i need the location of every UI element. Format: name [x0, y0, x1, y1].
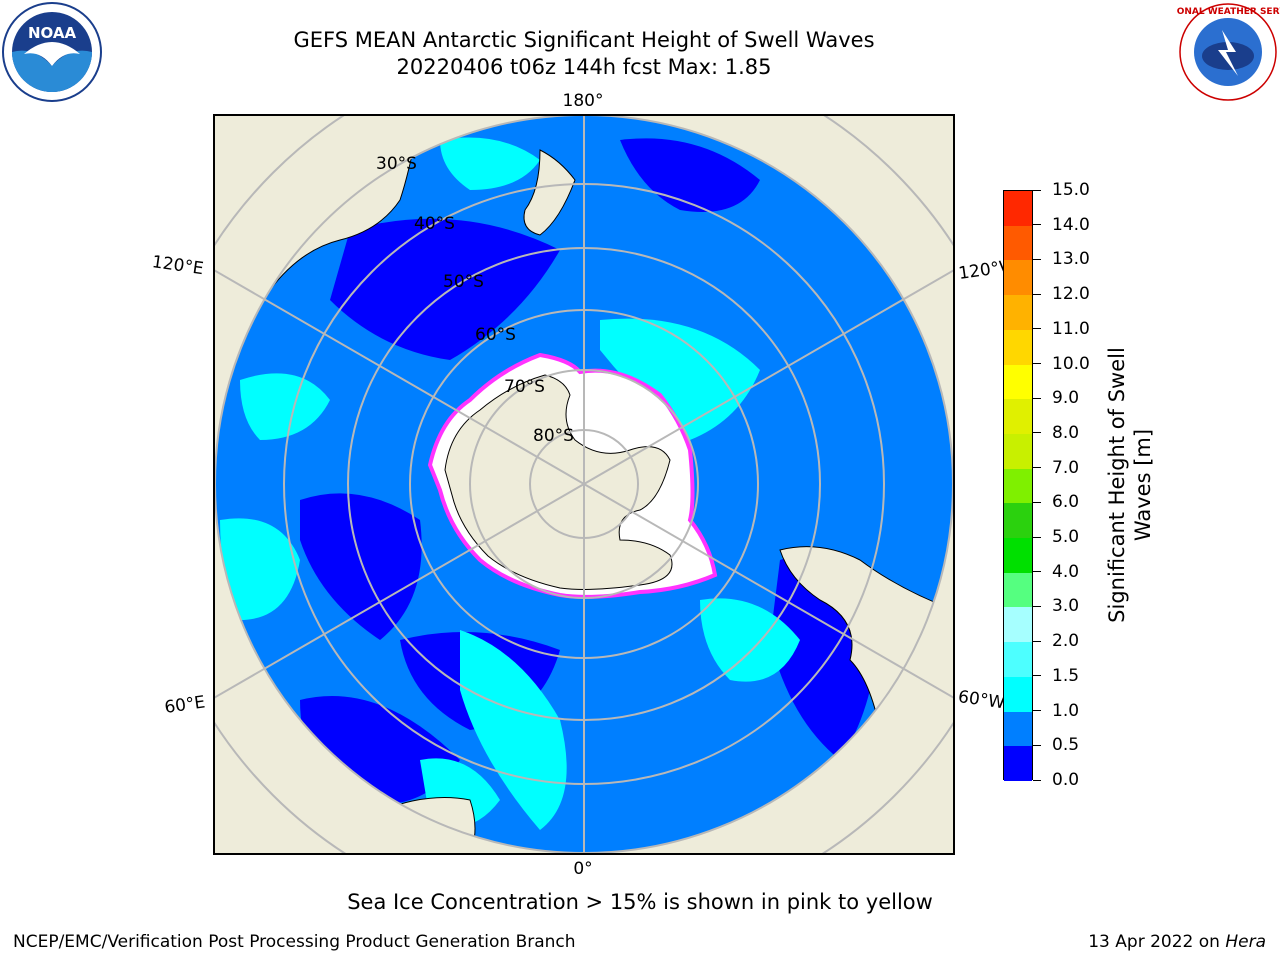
- colorbar-segment: [1004, 538, 1032, 573]
- footer-date: 13 Apr 2022 on Hera: [1088, 932, 1266, 952]
- lat-label: 40°S: [414, 214, 455, 234]
- lon-label-60w: 60°W: [957, 687, 1006, 713]
- colorbar-tick-label: 8.0: [1052, 422, 1080, 443]
- colorbar-tick: [1033, 675, 1041, 677]
- colorbar-segment: [1004, 225, 1032, 261]
- colorbar-tick-label: 11.0: [1052, 318, 1090, 339]
- colorbar-tick-label: 0.5: [1052, 735, 1080, 756]
- colorbar-segment: [1004, 399, 1032, 434]
- colorbar-tick-label: 14.0: [1052, 214, 1090, 235]
- colorbar-segment: [1004, 503, 1032, 539]
- colorbar-tick-label: 10.0: [1052, 353, 1090, 374]
- noaa-logo: NOAA: [2, 2, 102, 102]
- colorbar-segment: [1004, 433, 1032, 469]
- lat-label: 30°S: [376, 154, 417, 174]
- colorbar-tick: [1033, 779, 1041, 781]
- noaa-logo-text: NOAA: [28, 24, 77, 42]
- map-subtitle: 20220406 t06z 144h fcst Max: 1.85: [396, 55, 772, 79]
- lat-label: 50°S: [443, 272, 484, 292]
- colorbar-tick-label: 7.0: [1052, 457, 1080, 478]
- footer-host: Hera: [1225, 932, 1266, 952]
- swell-low-region: [620, 138, 760, 212]
- colorbar-tick: [1033, 363, 1041, 365]
- colorbar-segment: [1004, 642, 1032, 677]
- colorbar-tick-label: 6.0: [1052, 492, 1080, 513]
- colorbar-title-line1: Significant Height of Swell: [1105, 347, 1129, 623]
- lon-label-60e: 60°E: [163, 692, 206, 717]
- colorbar-tick-label: 4.0: [1052, 561, 1080, 582]
- nws-logo: NATIONAL WEATHER SERVICE: [1176, 3, 1280, 101]
- colorbar-segment: [1004, 260, 1032, 296]
- map-title: GEFS MEAN Antarctic Significant Height o…: [293, 28, 875, 52]
- footer-date-text: 13 Apr 2022 on: [1088, 932, 1220, 952]
- colorbar-segment: [1004, 572, 1032, 608]
- colorbar-segment: [1004, 329, 1032, 365]
- colorbar-title-line2: Waves [m]: [1131, 428, 1155, 542]
- colorbar-segment: [1004, 295, 1032, 330]
- new-zealand-land: [523, 149, 576, 236]
- colorbar-tick: [1033, 328, 1041, 330]
- map-frame: [213, 114, 955, 855]
- colorbar-segment: [1004, 191, 1032, 226]
- colorbar-segment: [1004, 364, 1032, 400]
- colorbar-tick-label: 13.0: [1052, 249, 1090, 270]
- colorbar-segment: [1004, 468, 1032, 504]
- lon-label-0: 0°: [573, 859, 592, 879]
- antarctica-land: [444, 374, 673, 590]
- colorbar-tick: [1033, 536, 1041, 538]
- colorbar-tick: [1033, 224, 1041, 226]
- colorbar-tick: [1033, 571, 1041, 573]
- colorbar-tick: [1033, 397, 1041, 399]
- colorbar-tick-label: 2.0: [1052, 631, 1080, 652]
- colorbar-tick: [1033, 501, 1041, 503]
- lon-label-180: 180°: [563, 91, 604, 111]
- swell-high-region: [700, 598, 800, 682]
- colorbar-segment: [1004, 676, 1032, 712]
- colorbar-segment: [1004, 711, 1032, 747]
- lat-label: 70°S: [504, 377, 545, 397]
- colorbar-segment: [1004, 746, 1032, 781]
- colorbar-tick: [1033, 710, 1041, 712]
- meridian-line: [214, 268, 954, 700]
- lon-label-120e: 120°E: [151, 252, 205, 279]
- swell-low-region: [300, 493, 422, 640]
- colorbar-title: Significant Height of Swell Waves [m]: [1104, 325, 1156, 645]
- colorbar-tick: [1033, 293, 1041, 295]
- colorbar-tick-label: 3.0: [1052, 596, 1080, 617]
- colorbar-tick-label: 0.0: [1052, 770, 1080, 790]
- colorbar-segment: [1004, 607, 1032, 643]
- colorbar-tick: [1033, 432, 1041, 434]
- colorbar: [1003, 190, 1033, 781]
- swell-high-region: [220, 518, 300, 620]
- colorbar-tick: [1033, 640, 1041, 642]
- lat-label: 60°S: [475, 325, 516, 345]
- swell-high-region: [240, 373, 330, 440]
- colorbar-tick-label: 1.0: [1052, 700, 1080, 721]
- swell-low-region: [330, 218, 560, 360]
- colorbar-tick-label: 9.0: [1052, 388, 1080, 409]
- colorbar-tick-label: 15.0: [1052, 180, 1090, 200]
- colorbar-tick-label: 5.0: [1052, 527, 1080, 548]
- swell-high-region: [440, 137, 540, 190]
- lat-label: 80°S: [533, 426, 574, 446]
- colorbar-tick: [1033, 467, 1041, 469]
- colorbar-tick: [1033, 258, 1041, 260]
- nws-logo-text: NATIONAL WEATHER SERVICE: [1176, 7, 1280, 17]
- colorbar-tick-label: 12.0: [1052, 284, 1090, 305]
- colorbar-tick: [1033, 605, 1041, 607]
- sea-ice-caption: Sea Ice Concentration > 15% is shown in …: [347, 890, 933, 914]
- swell-high-region: [600, 318, 760, 440]
- colorbar-tick: [1033, 189, 1041, 191]
- colorbar-tick-label: 1.5: [1052, 665, 1080, 686]
- colorbar-tick: [1033, 744, 1041, 746]
- footer-branch: NCEP/EMC/Verification Post Processing Pr…: [13, 932, 576, 952]
